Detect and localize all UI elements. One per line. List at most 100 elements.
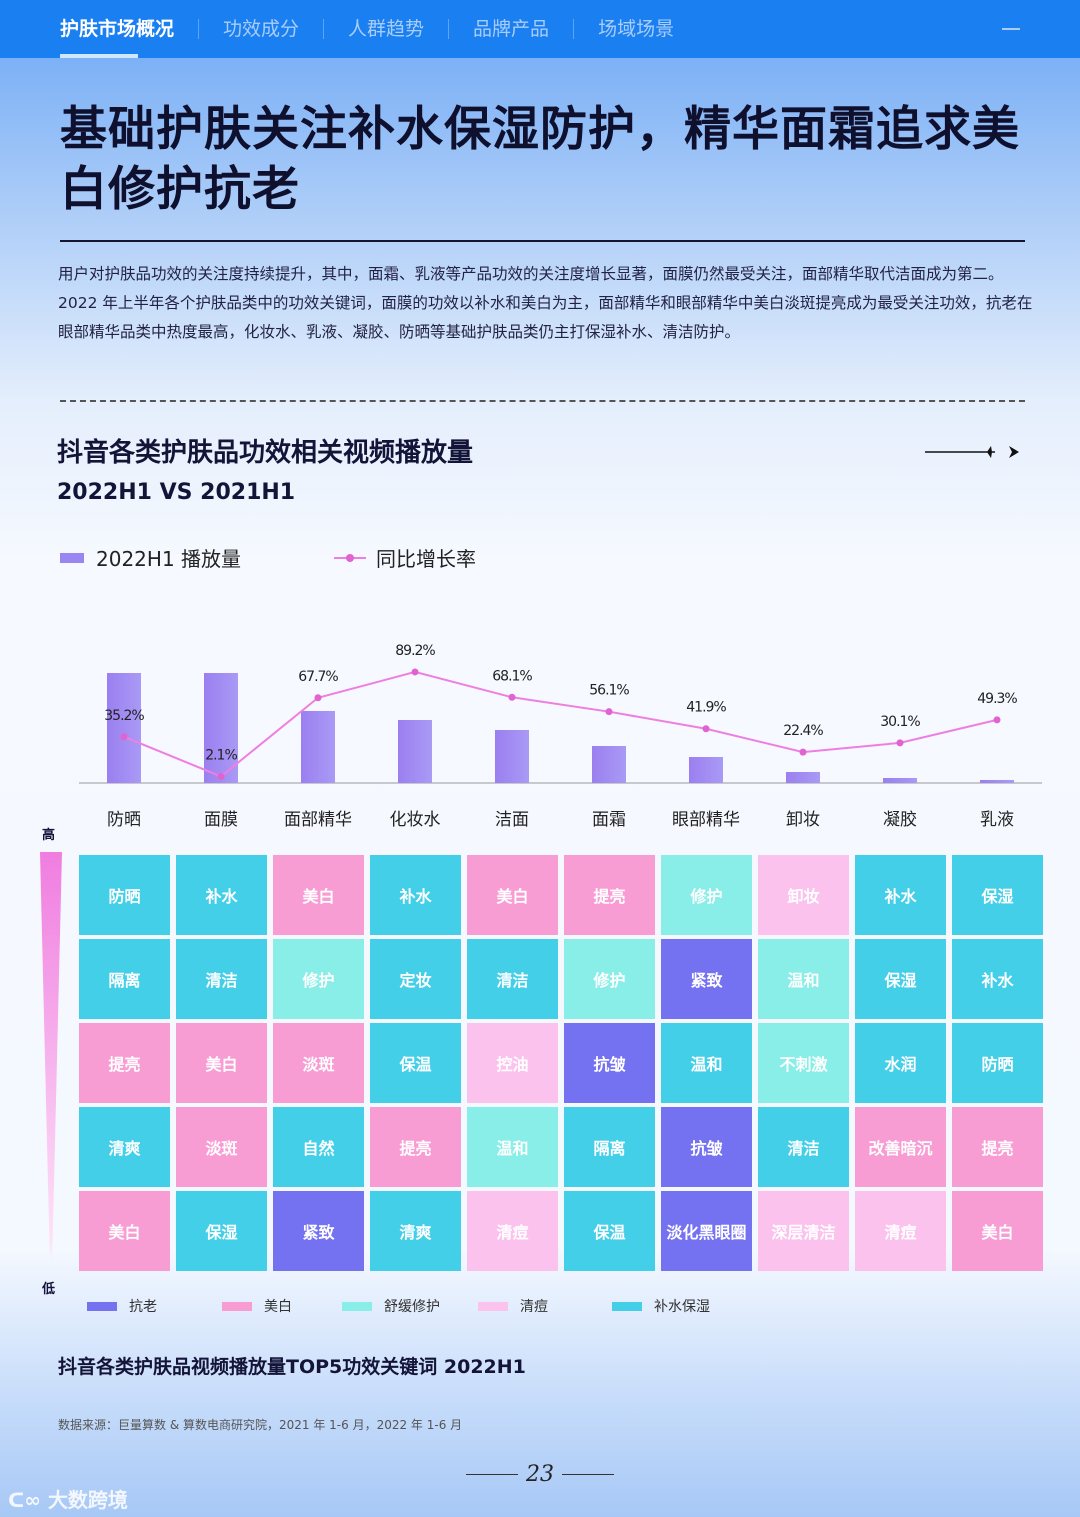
intro-paragraph: 用户对护肤品功效的关注度持续提升，其中，面霜、乳液等产品功效的关注度增长显著，面… xyxy=(58,265,1004,283)
page-title: 基础护肤关注补水保湿防护，精华面霜追求美白修护抗老 xyxy=(60,102,1020,217)
legend-line: 同比增长率 xyxy=(334,543,476,572)
keyword-cell: 提亮 xyxy=(952,1107,1043,1187)
keyword-cell: 淡斑 xyxy=(176,1107,267,1187)
top-nav: 护肤市场概况 功效成分 人群趋势 品牌产品 场域场景 xyxy=(0,0,1080,58)
bar-乳液 xyxy=(980,780,1014,783)
category-legend-item: 美白 xyxy=(222,1296,292,1316)
keyword-cell: 清痘 xyxy=(855,1191,946,1271)
keyword-cell: 清洁 xyxy=(467,939,558,1019)
growth-point xyxy=(993,716,1001,724)
intro-paragraph: 2022 年上半年各个护肤品类中的功效关键词，面膜的功效以补水和美白为主，面部精… xyxy=(58,294,1033,341)
keyword-cell: 深层清洁 xyxy=(758,1191,849,1271)
keyword-cell: 提亮 xyxy=(564,855,655,935)
keyword-cell: 保湿 xyxy=(176,1191,267,1271)
keyword-cell: 保温 xyxy=(370,1023,461,1103)
intro-text: 用户对护肤品功效的关注度持续提升，其中，面霜、乳液等产品功效的关注度增长显著，面… xyxy=(58,260,1043,347)
menu-icon[interactable] xyxy=(1002,28,1020,30)
keyword-cell: 保湿 xyxy=(855,939,946,1019)
rank-gradient-bar xyxy=(40,852,62,1262)
legend-swatch xyxy=(478,1301,508,1311)
growth-label: 56.1% xyxy=(589,683,629,699)
bar-眼部精华 xyxy=(689,757,723,783)
growth-line xyxy=(123,670,998,778)
keyword-cell: 淡化黑眼圈 xyxy=(661,1191,752,1271)
low-label: 低 xyxy=(42,1282,56,1297)
title-divider xyxy=(60,240,1025,242)
keyword-cell: 提亮 xyxy=(79,1023,170,1103)
data-source: 数据来源：巨量算数 & 算数电商研究院，2021 年 1-6 月，2022 年 … xyxy=(58,1418,463,1432)
keyword-cell: 隔离 xyxy=(79,939,170,1019)
keyword-cell: 美白 xyxy=(79,1191,170,1271)
keyword-cell: 自然 xyxy=(273,1107,364,1187)
keyword-cell: 清爽 xyxy=(79,1107,170,1187)
keyword-cell: 清痘 xyxy=(467,1191,558,1271)
growth-point xyxy=(508,693,516,701)
keyword-cell: 修护 xyxy=(661,855,752,935)
line-swatch-icon xyxy=(334,553,366,562)
keyword-cell: 隔离 xyxy=(564,1107,655,1187)
growth-label: 22.4% xyxy=(783,723,823,739)
legend-label: 美白 xyxy=(264,1299,292,1315)
dashed-divider xyxy=(60,400,1025,402)
growth-label: 68.1% xyxy=(492,668,532,684)
bar-面部精华 xyxy=(301,711,335,783)
tab-1[interactable]: 功效成分 xyxy=(223,18,300,40)
watermark-logo: ᑕ∞ 大数跨境 xyxy=(8,1488,128,1512)
keyword-cell: 抗皱 xyxy=(661,1107,752,1187)
bar-化妆水 xyxy=(398,720,432,783)
category-label: 洁面 xyxy=(495,810,529,830)
tab-4[interactable]: 场域场景 xyxy=(598,18,675,40)
chart-subtitle: 2022H1 VS 2021H1 xyxy=(57,480,296,505)
legend-label: 抗老 xyxy=(129,1299,157,1315)
high-label: 高 xyxy=(42,828,56,843)
keyword-cell: 淡斑 xyxy=(273,1023,364,1103)
tab-2[interactable]: 人群趋势 xyxy=(348,18,425,40)
category-label: 面部精华 xyxy=(284,810,352,830)
tab-0[interactable]: 护肤市场概况 xyxy=(60,0,174,58)
keyword-cell: 卸妆 xyxy=(758,855,849,935)
legend-swatch xyxy=(222,1301,252,1311)
bar-面霜 xyxy=(592,746,626,783)
growth-label: 35.2% xyxy=(104,708,144,724)
growth-point xyxy=(799,748,807,756)
grid-title: 抖音各类护肤品视频播放量TOP5功效关键词 2022H1 xyxy=(58,1356,526,1378)
keyword-cell: 防晒 xyxy=(79,855,170,935)
bar-面膜 xyxy=(204,673,238,783)
tab-separator xyxy=(323,19,325,39)
bar-line-chart: 35.2% 防晒 2.1% 面膜 67.7% 面部精华 89.2% 化妆水 68.1% 洁面 56.… xyxy=(79,643,1042,830)
bar-凝胶 xyxy=(883,778,917,783)
growth-label: 89.2% xyxy=(395,643,435,659)
category-label: 面霜 xyxy=(592,810,626,830)
keyword-cell: 美白 xyxy=(952,1191,1043,1271)
growth-label: 41.9% xyxy=(686,700,726,716)
category-label: 化妆水 xyxy=(390,810,441,830)
keyword-cell: 保湿 xyxy=(952,855,1043,935)
category-legend-item: 补水保湿 xyxy=(612,1296,710,1316)
keyword-cell: 修护 xyxy=(273,939,364,1019)
keyword-cell: 紧致 xyxy=(273,1191,364,1271)
keyword-cell: 抗皱 xyxy=(564,1023,655,1103)
category-legend-item: 舒缓修护 xyxy=(342,1296,440,1316)
arrow-sparkle-icon xyxy=(925,446,1019,458)
keyword-cell: 温和 xyxy=(661,1023,752,1103)
keyword-cell: 清洁 xyxy=(758,1107,849,1187)
keyword-cell: 补水 xyxy=(176,855,267,935)
keyword-cell: 提亮 xyxy=(370,1107,461,1187)
page-number-text: 23 xyxy=(526,1462,554,1487)
growth-point xyxy=(314,694,322,702)
keyword-cell: 修护 xyxy=(564,939,655,1019)
legend-label: 同比增长率 xyxy=(376,547,476,571)
tab-3[interactable]: 品牌产品 xyxy=(473,18,550,40)
growth-label: 2.1% xyxy=(205,747,237,763)
growth-label: 49.3% xyxy=(977,691,1017,707)
growth-point xyxy=(605,708,613,716)
keyword-cell: 清洁 xyxy=(176,939,267,1019)
keyword-cell: 补水 xyxy=(855,855,946,935)
keyword-cell: 紧致 xyxy=(661,939,752,1019)
keyword-cell: 水润 xyxy=(855,1023,946,1103)
keyword-cell: 美白 xyxy=(176,1023,267,1103)
category-legend-item: 清痘 xyxy=(478,1296,548,1316)
category-label: 面膜 xyxy=(204,810,238,830)
growth-point xyxy=(702,725,710,733)
growth-point xyxy=(896,739,904,747)
